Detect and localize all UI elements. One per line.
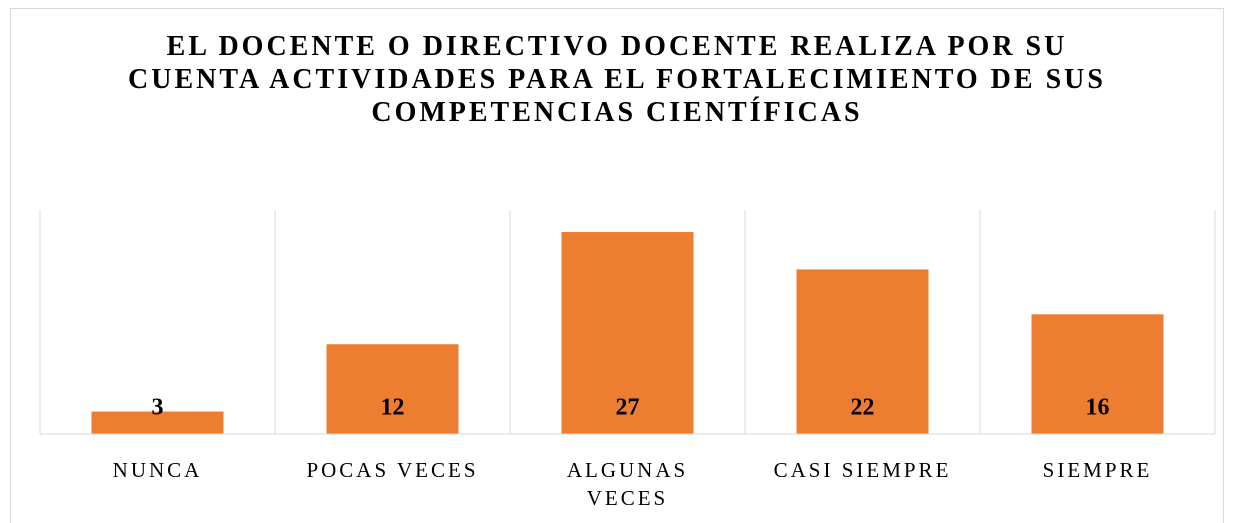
- data-label: 16: [1086, 395, 1110, 421]
- data-label: 12: [381, 395, 405, 421]
- bar: [1031, 314, 1164, 434]
- x-tick-label: NUNCA: [112, 458, 203, 482]
- bar: [326, 344, 459, 434]
- chart-title: EL DOCENTE O DIRECTIVO DOCENTE REALIZA P…: [128, 31, 1106, 128]
- bar: [561, 232, 694, 434]
- x-tick-label: ALGUNAS VECES: [566, 458, 689, 510]
- bar: [796, 269, 929, 434]
- bar: [91, 411, 224, 434]
- data-label: 3: [152, 395, 164, 421]
- x-tick-label: POCAS VECES: [306, 458, 479, 482]
- chart-frame: [10, 8, 1224, 523]
- x-tick-label: SIEMPRE: [1042, 458, 1153, 482]
- data-label: 27: [616, 395, 640, 421]
- x-tick-label: CASI SIEMPRE: [773, 458, 952, 482]
- data-label: 22: [851, 395, 875, 421]
